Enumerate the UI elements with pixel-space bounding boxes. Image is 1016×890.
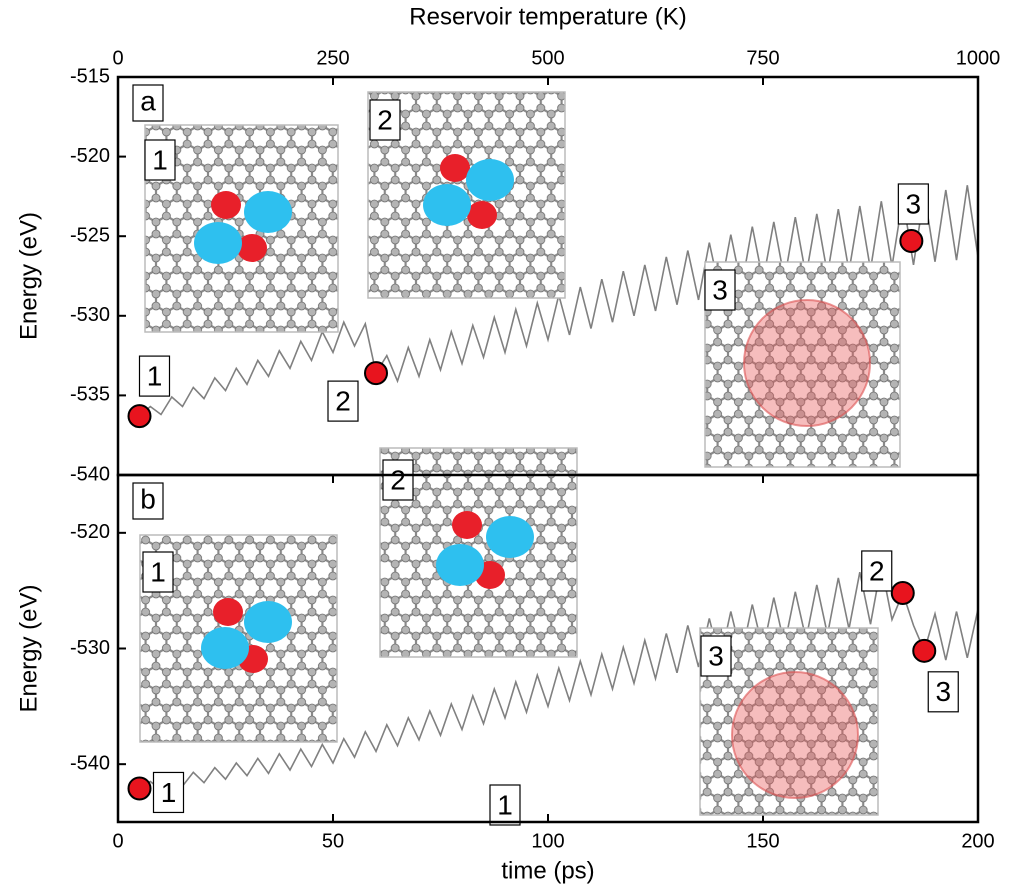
y-tick-label: -535 <box>70 384 110 406</box>
inset-label-box <box>704 269 736 311</box>
inset-label-text: 1 <box>152 144 168 175</box>
spin-down-blob <box>486 516 534 558</box>
spin-down-blob <box>194 222 242 264</box>
marker-label: 2 <box>861 550 893 592</box>
panel-letter-text: a <box>140 85 156 116</box>
inset-label: 3 <box>700 635 732 677</box>
y-tick-label: -520 <box>70 521 110 543</box>
x-tick-label: 150 <box>746 830 779 852</box>
defect-region <box>731 671 859 799</box>
spin-down-blob <box>244 601 292 643</box>
marker-label: 3 <box>897 183 929 225</box>
inset-label-text: 2 <box>377 104 393 135</box>
panel-letter-box <box>132 84 164 122</box>
x-tick-label: 50 <box>322 830 344 852</box>
inset-label-box <box>382 459 414 501</box>
inset-lattice <box>144 124 339 333</box>
inset-label-box <box>144 139 176 181</box>
y-tick-label: -530 <box>70 637 110 659</box>
y-tick-label: -525 <box>70 224 110 246</box>
top-tick-label: 250 <box>316 47 349 69</box>
marker-label: 3 <box>927 671 959 713</box>
y-axis-title: Energy (eV) <box>15 584 42 712</box>
top-tick-label: 500 <box>531 47 564 69</box>
annotation: 1 <box>489 784 521 826</box>
state-marker <box>364 361 388 386</box>
x-tick-label: 0 <box>112 830 123 852</box>
panel-letter-text: b <box>140 483 156 514</box>
inset-label-text: 1 <box>150 556 166 587</box>
marker-label-text: 1 <box>161 777 177 808</box>
inset-label-box <box>142 551 174 593</box>
spin-down-blob <box>244 191 292 233</box>
x-axis-title: time (ps) <box>501 857 594 884</box>
marker-label-box <box>897 183 929 225</box>
top-tick-label: 750 <box>746 47 779 69</box>
spin-up-blob <box>440 154 470 182</box>
spin-up-blob <box>452 511 482 539</box>
state-marker <box>890 580 915 605</box>
inset-label-text: 2 <box>390 464 406 495</box>
inset <box>144 124 339 333</box>
inset <box>704 261 901 468</box>
y-tick-label: -530 <box>70 304 110 326</box>
inset-label-text: 3 <box>712 274 728 305</box>
spin-up-blob <box>211 191 241 219</box>
marker-label-box <box>927 671 959 713</box>
top-axis-title: Reservoir temperature (K) <box>409 3 686 30</box>
inset-label-text: 3 <box>708 640 724 671</box>
marker-label-text: 1 <box>147 360 163 391</box>
marker-label-text: 2 <box>335 386 351 417</box>
spin-down-blob <box>201 627 249 669</box>
inset <box>367 91 566 299</box>
x-tick-label: 100 <box>531 830 564 852</box>
state-marker <box>127 404 152 429</box>
marker-label-text: 2 <box>869 555 885 586</box>
spin-down-blob <box>466 159 514 201</box>
panel-letter-box <box>132 482 164 520</box>
state-marker <box>127 776 152 801</box>
marker-label-box <box>327 380 359 422</box>
inset-lattice <box>704 261 901 468</box>
inset-label: 2 <box>382 459 414 501</box>
spin-down-blob <box>423 184 471 226</box>
y-tick-label: -540 <box>70 463 110 485</box>
spin-down-blob <box>436 544 484 586</box>
inset-label: 2 <box>369 99 401 141</box>
marker-label-text: 3 <box>906 188 922 219</box>
spin-up-blob <box>213 598 243 626</box>
marker-label: 1 <box>138 355 171 397</box>
inset-label: 1 <box>144 139 176 181</box>
top-tick-label: 1000 <box>956 47 1001 69</box>
inset-label-box <box>700 635 732 677</box>
annotation-box <box>489 784 521 826</box>
panel-letter: b <box>132 482 164 520</box>
marker-label-box <box>861 550 893 592</box>
inset-label: 3 <box>704 269 736 311</box>
marker-label-box <box>152 771 185 814</box>
marker-label: 2 <box>327 380 359 422</box>
inset-label-box <box>369 99 401 141</box>
plot-frame <box>116 473 980 824</box>
defect-region <box>743 299 871 427</box>
x-tick-label: 200 <box>961 830 994 852</box>
state-marker <box>912 638 937 663</box>
top-tick-label: 0 <box>112 47 123 69</box>
marker-label: 1 <box>152 771 185 814</box>
marker-label-text: 3 <box>935 676 951 707</box>
inset-label: 1 <box>142 551 174 593</box>
marker-label-box <box>138 355 171 397</box>
annotation-text: 1 <box>497 789 513 820</box>
y-tick-label: -515 <box>70 65 110 87</box>
state-marker <box>899 228 924 253</box>
y-axis-title: Energy (eV) <box>15 212 42 340</box>
spin-up-blob <box>467 201 497 229</box>
y-tick-label: -540 <box>70 752 110 774</box>
spin-up-blob <box>237 234 267 262</box>
y-tick-label: -520 <box>70 145 110 167</box>
inset <box>699 627 879 816</box>
energy-line <box>139 565 978 791</box>
panel-letter: a <box>132 84 164 122</box>
